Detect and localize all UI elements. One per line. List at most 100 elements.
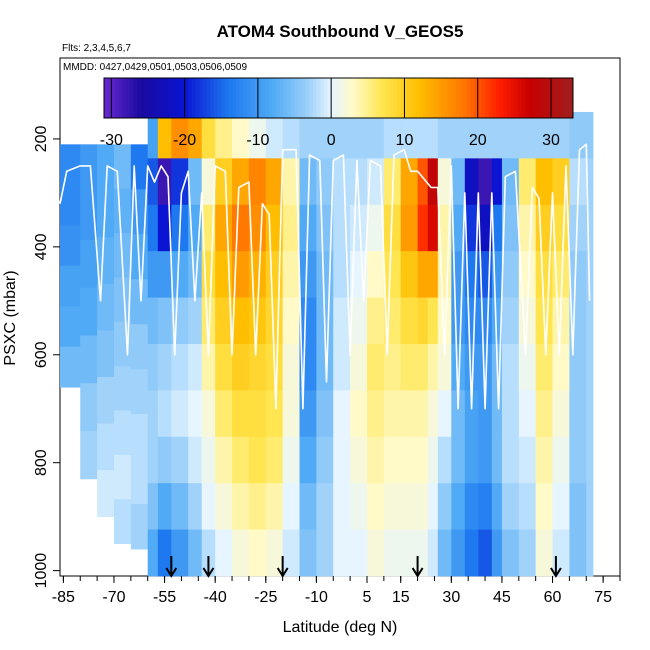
colorbar-swatch xyxy=(206,78,211,118)
heatmap-cell xyxy=(113,188,132,234)
heatmap-cell xyxy=(383,529,402,577)
colorbar-swatch xyxy=(104,78,109,118)
heatmap-cell xyxy=(478,204,493,252)
colorbar-swatch xyxy=(349,78,354,118)
heatmap-cell xyxy=(232,111,250,159)
heatmap-cell xyxy=(491,390,503,438)
heatmap-cell xyxy=(518,204,537,252)
heatmap-cell xyxy=(316,436,334,484)
heatmap-cell xyxy=(113,454,132,500)
heatmap-cell xyxy=(501,204,520,252)
colorbar-swatch xyxy=(169,78,175,118)
x-tick-label: -70 xyxy=(102,589,125,606)
heatmap-cell xyxy=(464,483,479,530)
heatmap-cell xyxy=(383,204,402,252)
colorbar-swatch xyxy=(166,78,171,118)
colorbar-swatch xyxy=(481,78,486,118)
heatmap-cell xyxy=(586,297,594,345)
colorbar-swatch xyxy=(477,78,482,118)
heatmap-cell xyxy=(501,436,520,484)
colorbar-swatch xyxy=(565,78,570,118)
heatmap-cell xyxy=(518,436,537,484)
heatmap-cell xyxy=(350,343,368,391)
heatmap-cell xyxy=(299,483,317,530)
heatmap-cell xyxy=(350,390,368,438)
heatmap-cell xyxy=(464,111,479,159)
heatmap-cell xyxy=(282,297,300,345)
heatmap-cell xyxy=(333,343,351,391)
heatmap-cell xyxy=(282,483,300,530)
heatmap-cell xyxy=(491,204,503,252)
colorbar-swatch xyxy=(276,78,281,118)
colorbar-tick-label: -20 xyxy=(173,132,196,149)
heatmap-cell xyxy=(333,158,351,206)
heatmap-cell xyxy=(299,436,317,484)
colorbar-swatch xyxy=(290,78,296,118)
colorbar-swatch xyxy=(125,78,131,118)
heatmap-cell xyxy=(316,529,334,577)
colorbar-swatch xyxy=(331,78,336,118)
heatmap-cell xyxy=(157,297,172,345)
heatmap-cell xyxy=(188,158,203,206)
heatmap-cell xyxy=(366,483,385,530)
heatmap-cell xyxy=(232,204,250,252)
heatmap-cell xyxy=(478,343,493,391)
heatmap-cell xyxy=(130,504,149,550)
heatmap-cell xyxy=(265,390,284,438)
heatmap-cell xyxy=(427,204,439,252)
heatmap-cell xyxy=(171,529,189,577)
heatmap-cell xyxy=(188,529,203,577)
heatmap-cell xyxy=(552,111,570,159)
colorbar-swatch xyxy=(389,78,394,118)
x-tick-label: -40 xyxy=(204,589,227,606)
colorbar-swatch xyxy=(408,78,413,118)
heatmap-cell xyxy=(427,158,439,206)
colorbar-swatch xyxy=(562,78,567,118)
colorbar-swatch xyxy=(327,78,332,118)
chart-title: ATOM4 Southbound V_GEOS5 xyxy=(217,22,464,41)
x-tick-label: -55 xyxy=(153,589,176,606)
heatmap-cell xyxy=(201,297,216,345)
heatmap-cell xyxy=(586,204,594,252)
colorbar-swatch xyxy=(287,78,292,118)
colorbar-swatch xyxy=(510,78,515,118)
colorbar-tick-label: 30 xyxy=(542,132,560,149)
heatmap-cell xyxy=(80,383,98,432)
colorbar-swatch xyxy=(202,78,208,118)
heatmap-cell xyxy=(333,297,351,345)
colorbar-swatch xyxy=(239,78,244,118)
heatmap-cell xyxy=(451,111,466,159)
heatmap-cell xyxy=(248,158,267,206)
colorbar-swatch xyxy=(554,78,559,118)
colorbar-swatch xyxy=(177,78,182,118)
heatmap-cell xyxy=(552,483,570,530)
heatmap-cell xyxy=(451,158,466,206)
heatmap-cell xyxy=(535,529,553,577)
heatmap-cell xyxy=(478,390,493,438)
heatmap-cell xyxy=(535,111,553,159)
dates-label: MMDD: 0427,0429,0501,0503,0506,0509 xyxy=(63,62,247,73)
heatmap-cell xyxy=(333,390,351,438)
heatmap-cell xyxy=(451,204,466,252)
heatmap-cell xyxy=(215,436,233,484)
colorbar-swatch xyxy=(312,78,318,118)
heatmap-cell xyxy=(451,529,466,577)
heatmap-cell xyxy=(157,204,172,252)
heatmap-cell xyxy=(350,529,368,577)
heatmap-cell xyxy=(333,111,351,159)
heatmap-cell xyxy=(437,436,452,484)
heatmap-cell xyxy=(316,390,334,438)
heatmap-cell xyxy=(130,324,149,370)
colorbar-swatch xyxy=(496,78,501,118)
x-tick-label: 5 xyxy=(363,589,372,606)
heatmap-cell xyxy=(569,111,587,159)
colorbar-swatch xyxy=(400,78,405,118)
heatmap-cell xyxy=(157,436,172,484)
heatmap-cell xyxy=(417,529,429,577)
heatmap-cell xyxy=(215,483,233,530)
heatmap-cell xyxy=(552,343,570,391)
heatmap-cell xyxy=(232,343,250,391)
profile-arrow-head xyxy=(165,567,178,578)
colorbar-swatch xyxy=(397,78,402,118)
heatmap-cell xyxy=(215,343,233,391)
